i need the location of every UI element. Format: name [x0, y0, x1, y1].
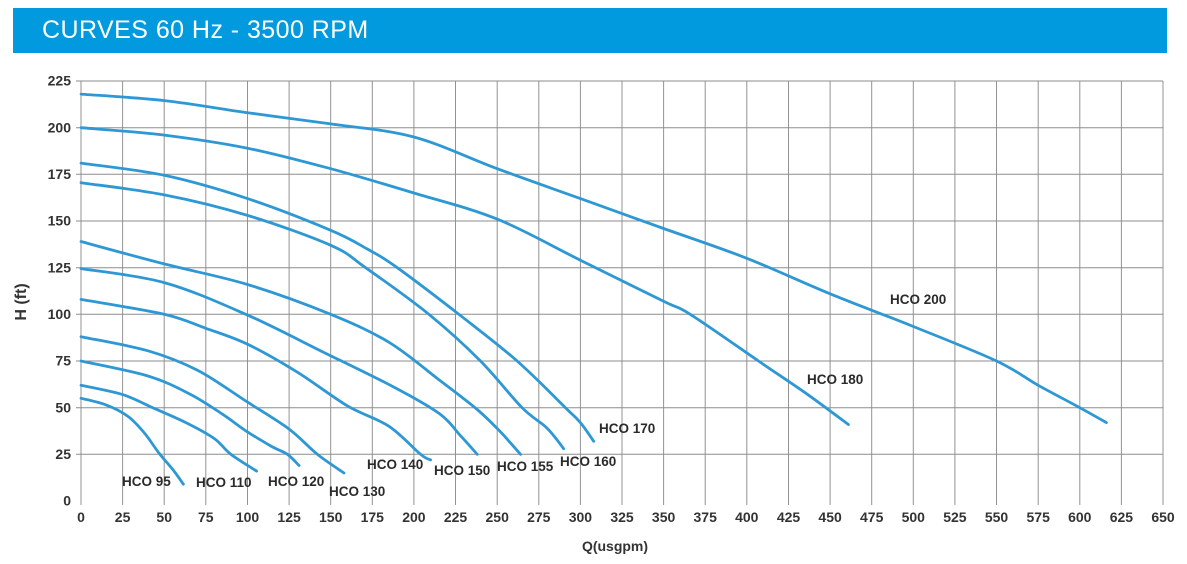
svg-text:175: 175: [48, 166, 72, 182]
svg-text:25: 25: [115, 509, 131, 525]
svg-text:225: 225: [48, 73, 72, 89]
svg-text:425: 425: [777, 509, 801, 525]
svg-text:Q(usgpm): Q(usgpm): [582, 538, 648, 554]
svg-text:HCO 110: HCO 110: [196, 475, 252, 490]
svg-text:H (ft): H (ft): [13, 283, 30, 320]
svg-text:650: 650: [1151, 509, 1175, 525]
svg-text:75: 75: [55, 353, 71, 369]
svg-text:HCO 130: HCO 130: [329, 484, 385, 499]
svg-text:200: 200: [48, 119, 72, 135]
svg-text:HCO 95: HCO 95: [122, 474, 171, 489]
svg-text:HCO 120: HCO 120: [268, 474, 324, 489]
svg-text:225: 225: [444, 509, 468, 525]
svg-text:125: 125: [277, 509, 301, 525]
svg-text:100: 100: [48, 306, 72, 322]
svg-text:400: 400: [735, 509, 759, 525]
svg-text:325: 325: [610, 509, 634, 525]
svg-text:50: 50: [55, 399, 71, 415]
svg-text:0: 0: [63, 493, 71, 509]
svg-text:50: 50: [156, 509, 172, 525]
svg-text:500: 500: [902, 509, 926, 525]
svg-text:275: 275: [527, 509, 551, 525]
svg-text:575: 575: [1027, 509, 1051, 525]
svg-text:350: 350: [652, 509, 676, 525]
svg-text:625: 625: [1110, 509, 1134, 525]
svg-text:175: 175: [361, 509, 385, 525]
svg-text:100: 100: [236, 509, 260, 525]
svg-text:300: 300: [569, 509, 593, 525]
svg-text:HCO 180: HCO 180: [807, 372, 863, 387]
svg-text:HCO 150: HCO 150: [434, 463, 490, 478]
svg-text:75: 75: [198, 509, 214, 525]
svg-text:475: 475: [860, 509, 884, 525]
svg-text:HCO 200: HCO 200: [890, 292, 946, 307]
svg-text:HCO 140: HCO 140: [367, 457, 423, 472]
svg-text:HCO 170: HCO 170: [599, 421, 655, 436]
svg-text:200: 200: [402, 509, 426, 525]
svg-text:150: 150: [48, 213, 72, 229]
svg-text:25: 25: [55, 446, 71, 462]
svg-text:0: 0: [77, 509, 85, 525]
svg-text:600: 600: [1068, 509, 1092, 525]
svg-text:125: 125: [48, 259, 72, 275]
svg-text:525: 525: [943, 509, 967, 525]
svg-text:250: 250: [486, 509, 510, 525]
svg-text:450: 450: [818, 509, 842, 525]
svg-text:375: 375: [694, 509, 718, 525]
svg-text:HCO 160: HCO 160: [560, 454, 616, 469]
svg-text:150: 150: [319, 509, 343, 525]
svg-text:550: 550: [985, 509, 1009, 525]
svg-text:HCO 155: HCO 155: [497, 459, 554, 474]
